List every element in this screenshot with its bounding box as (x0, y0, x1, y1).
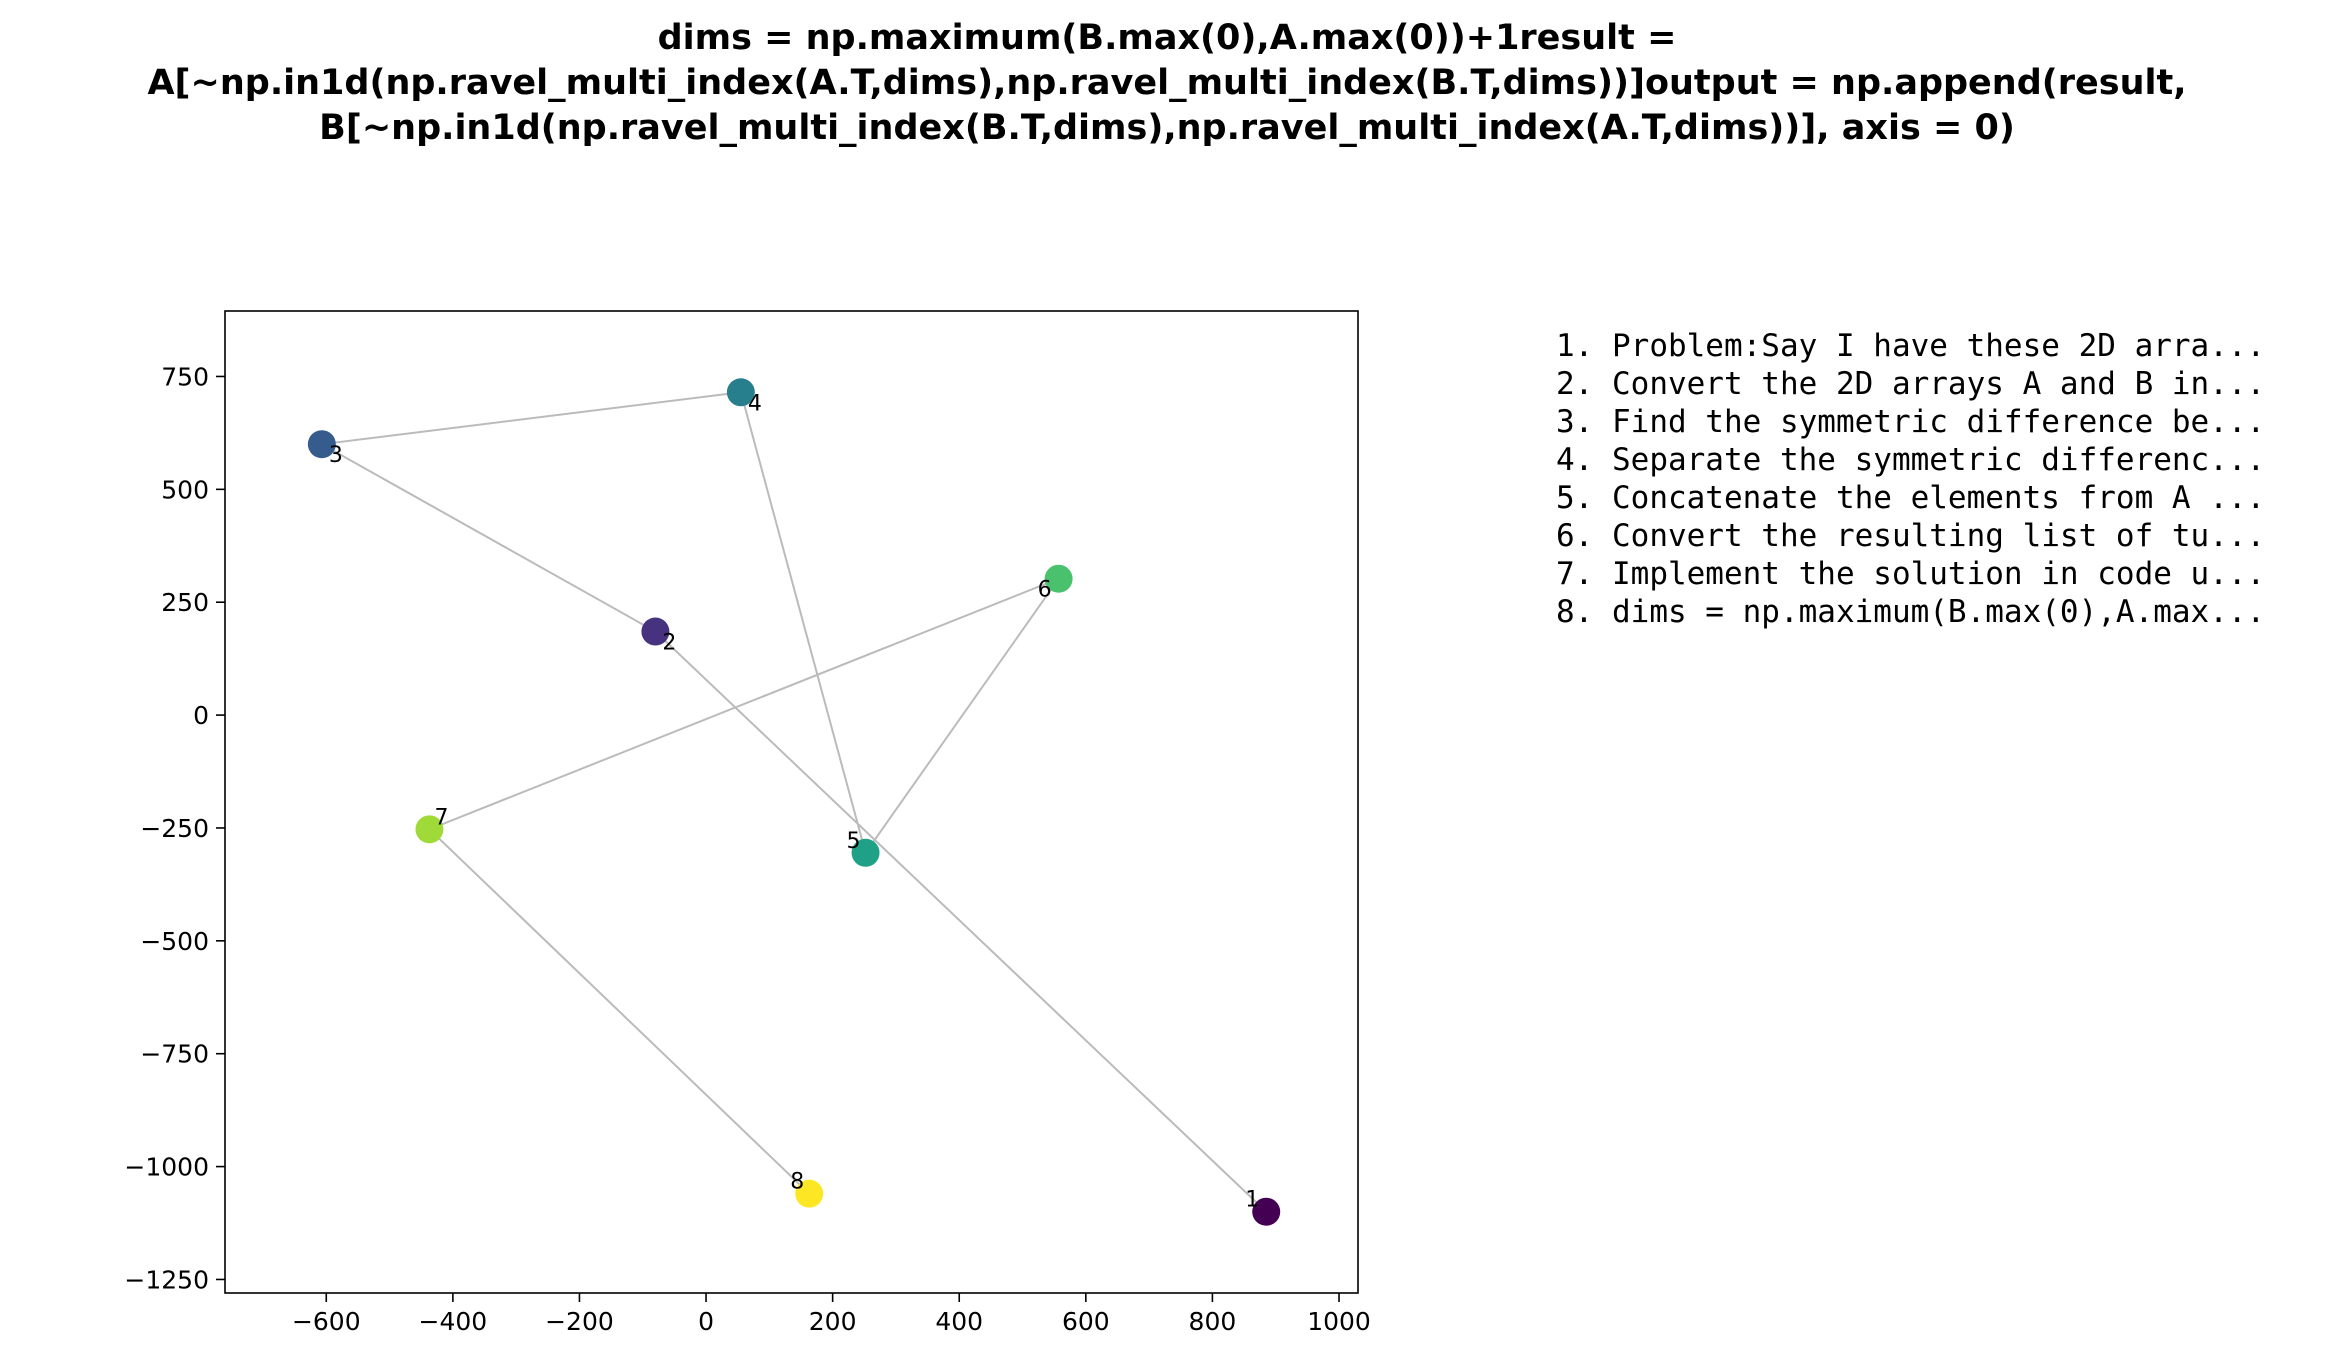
y-tick-label: −1250 (124, 1265, 209, 1294)
data-point-3 (307, 430, 336, 459)
point-label-2: 2 (662, 631, 676, 656)
y-tick-label: −500 (140, 927, 209, 956)
y-tick-label: −250 (140, 814, 209, 843)
legend-item-3: 3. Find the symmetric difference be... (1556, 404, 2265, 440)
chart-title-line-2: A[~np.in1d(np.ravel_multi_index(A.T,dims… (147, 63, 2186, 103)
data-point-7 (415, 815, 444, 844)
data-point-6 (1044, 564, 1073, 593)
point-label-6: 6 (1038, 578, 1052, 603)
x-tick-label: 400 (935, 1307, 983, 1336)
y-axis: 750 500 250 0 −250 −500 −750 −1000 −1250 (124, 362, 225, 1294)
y-tick-label: −1000 (124, 1153, 209, 1182)
legend-item-2: 2. Convert the 2D arrays A and B in... (1556, 366, 2265, 402)
legend-item-1: 1. Problem:Say I have these 2D arra... (1556, 328, 2265, 364)
legend: 1. Problem:Say I have these 2D arra...2.… (1556, 328, 2265, 630)
legend-item-4: 4. Separate the symmetric differenc... (1556, 442, 2265, 478)
x-tick-label: −200 (545, 1307, 614, 1336)
y-tick-label: 750 (161, 362, 209, 391)
y-tick-label: 500 (161, 475, 209, 504)
connector-line-6-7 (429, 577, 1059, 831)
data-point-8 (795, 1179, 824, 1208)
connector-line-5-6 (864, 578, 1060, 854)
connector-line-7-8 (428, 828, 810, 1195)
chart-title-line-1: dims = np.maximum(B.max(0),A.max(0))+1re… (658, 18, 1677, 58)
point-label-1: 1 (1245, 1188, 1259, 1213)
x-tick-label: 0 (698, 1307, 714, 1336)
connector-line-3-4 (321, 391, 741, 446)
chart-title: dims = np.maximum(B.max(0),A.max(0))+1re… (147, 18, 2186, 148)
x-tick-label: 600 (1062, 1307, 1110, 1336)
legend-item-8: 8. dims = np.maximum(B.max(0),A.max... (1556, 594, 2265, 630)
plot-area: 1 2 3 4 5 6 7 8 (224, 310, 1359, 1294)
connector-line-1-2 (654, 630, 1267, 1213)
x-axis: −600 −400 −200 0 200 400 600 800 1000 (292, 1293, 1371, 1336)
points-layer (307, 378, 1281, 1226)
point-label-3: 3 (329, 443, 343, 468)
chart-title-line-3: B[~np.in1d(np.ravel_multi_index(B.T,dims… (319, 108, 2015, 148)
point-labels: 1 2 3 4 5 6 7 8 (329, 391, 1259, 1212)
x-tick-label: −400 (419, 1307, 488, 1336)
data-point-2 (641, 617, 670, 646)
point-label-8: 8 (790, 1170, 804, 1195)
connector-line-2-3 (321, 443, 656, 633)
legend-item-7: 7. Implement the solution in code u... (1556, 556, 2265, 592)
y-tick-label: 0 (193, 701, 209, 730)
axes-frame (224, 310, 1359, 1294)
connector-line-4-5 (739, 392, 867, 854)
y-tick-label: 250 (161, 588, 209, 617)
data-point-4 (726, 378, 755, 407)
x-tick-label: 200 (809, 1307, 857, 1336)
point-label-5: 5 (847, 829, 861, 854)
data-point-5 (851, 838, 880, 867)
point-label-7: 7 (434, 805, 448, 830)
data-point-1 (1252, 1197, 1281, 1226)
x-tick-label: 1000 (1307, 1307, 1371, 1336)
point-label-4: 4 (748, 391, 762, 416)
legend-item-5: 5. Concatenate the elements from A ... (1556, 480, 2265, 516)
x-tick-label: −600 (292, 1307, 361, 1336)
x-tick-label: 800 (1189, 1307, 1237, 1336)
connector-lines (321, 391, 1267, 1213)
legend-item-6: 6. Convert the resulting list of tu... (1556, 518, 2265, 554)
y-tick-label: −750 (140, 1040, 209, 1069)
